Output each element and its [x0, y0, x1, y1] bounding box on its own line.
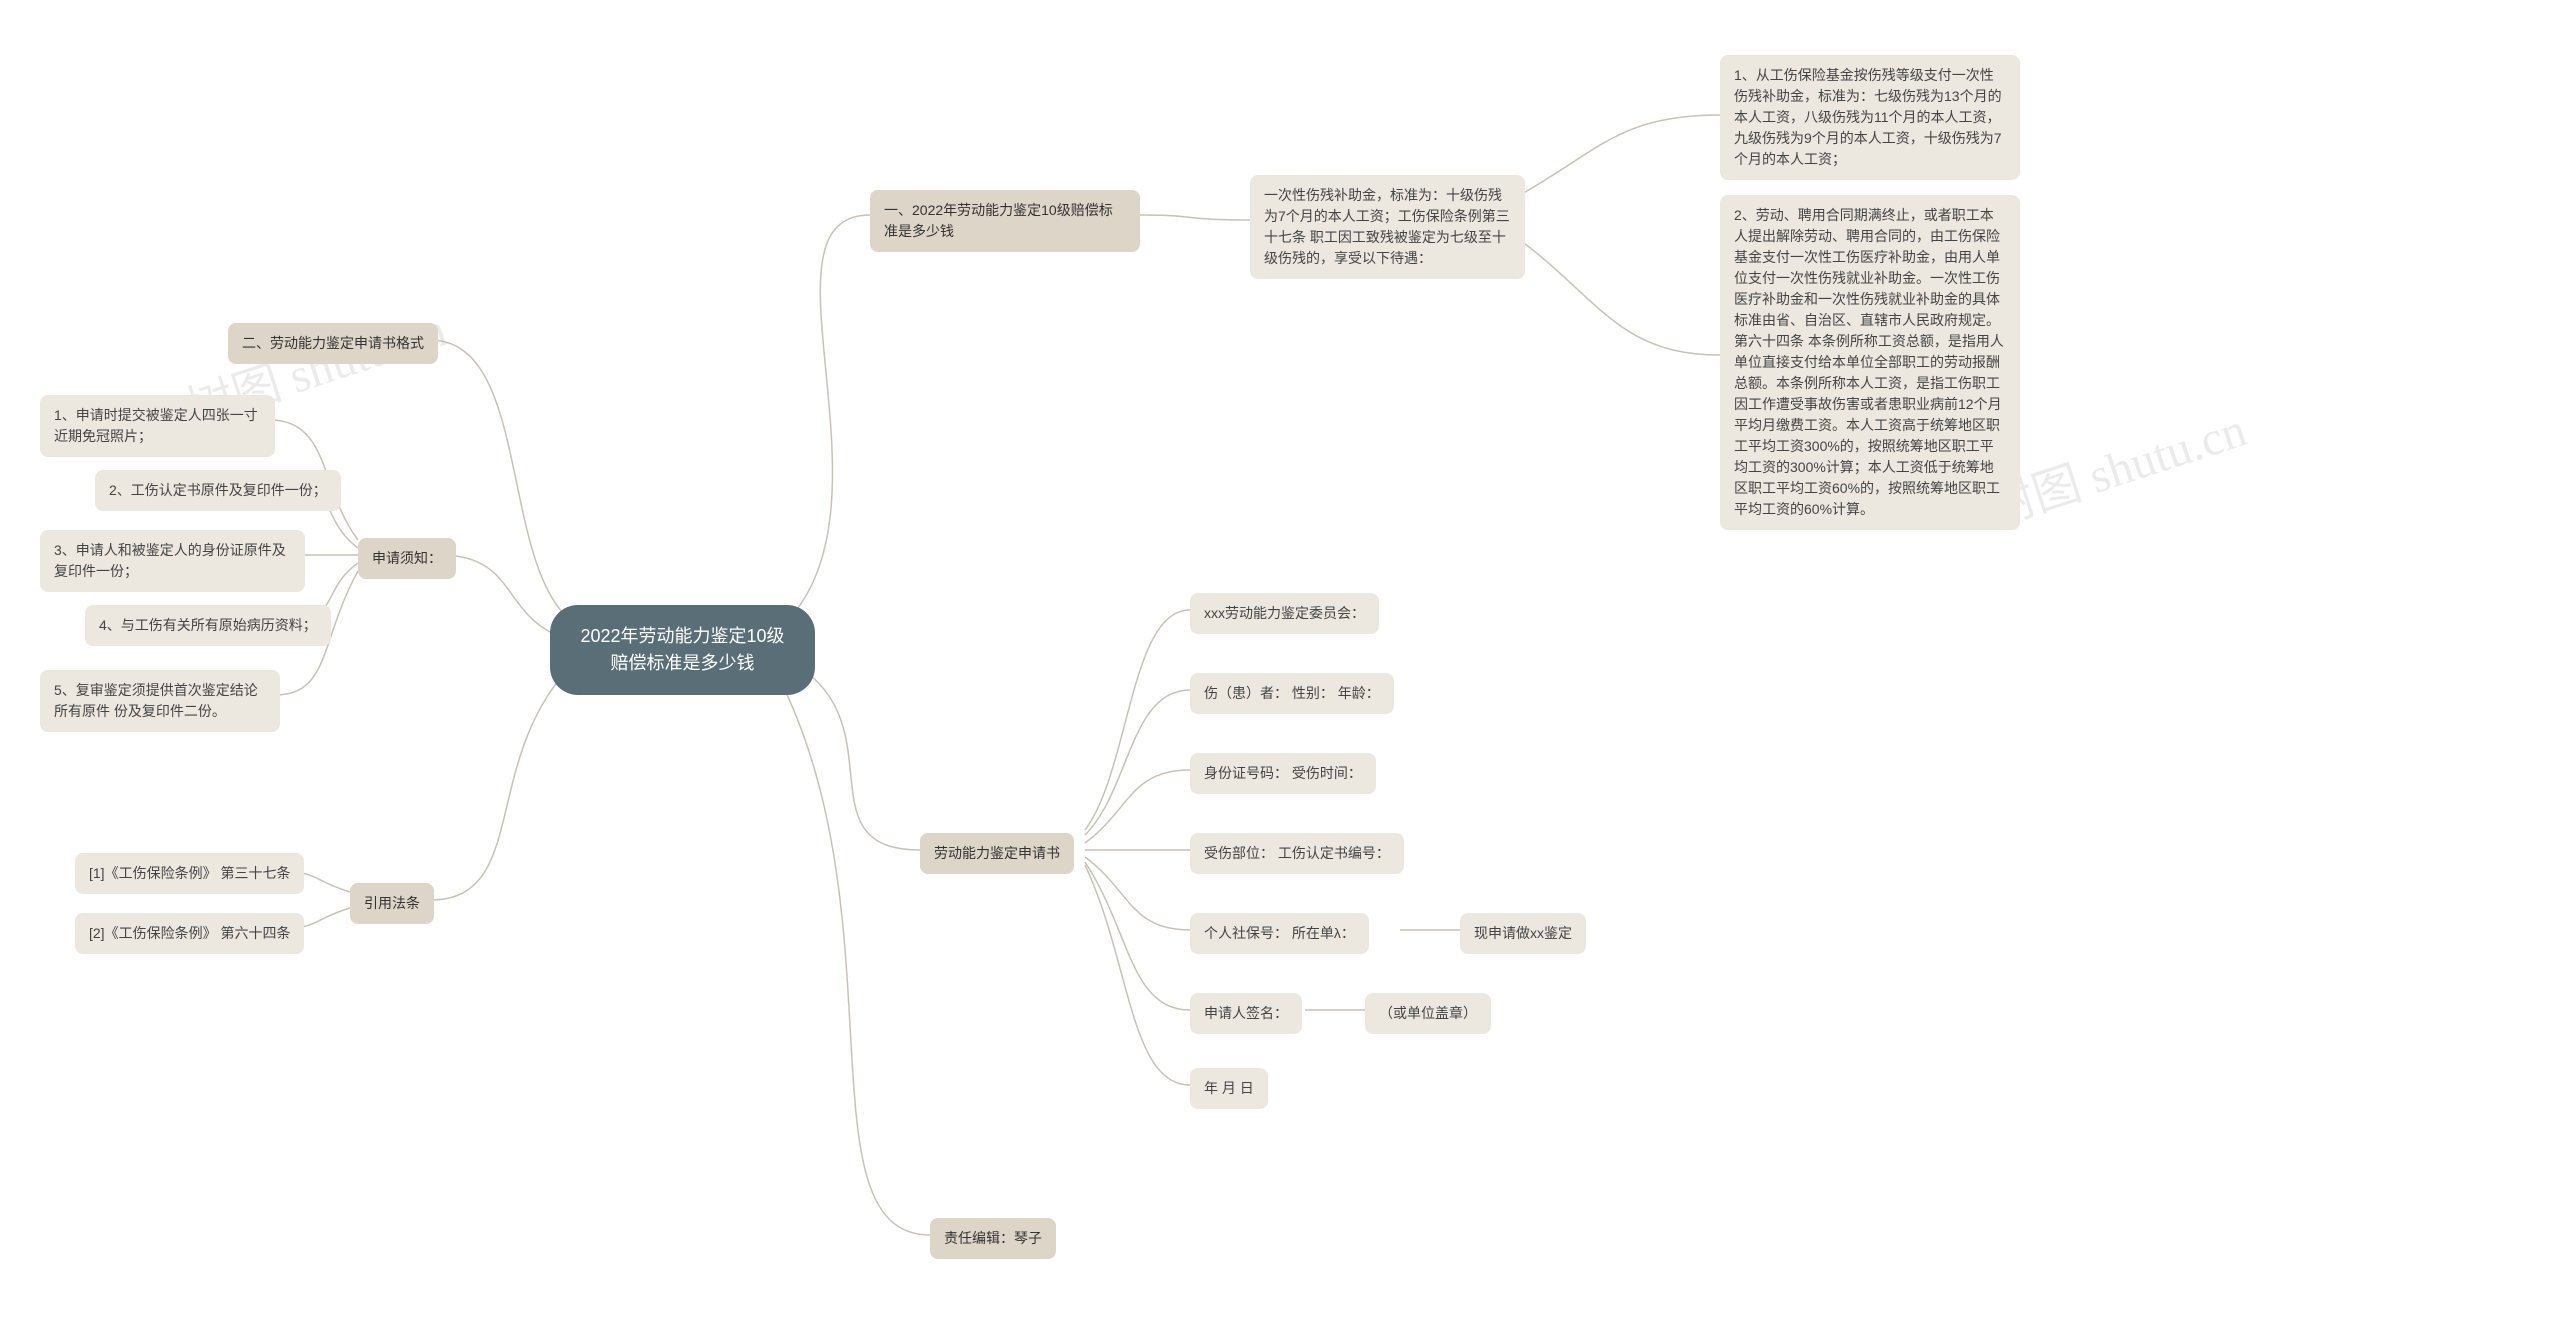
leaf-notice-1: 1、申请时提交被鉴定人四张一寸近期免冠照片； [40, 395, 275, 457]
leaf-section1-item1: 1、从工伤保险基金按伤残等级支付一次性伤残补助金，标准为：七级伤残为13个月的本… [1720, 55, 2020, 180]
leaf-section1-item2: 2、劳动、聘用合同期满终止，或者职工本人提出解除劳动、聘用合同的，由工伤保险基金… [1720, 195, 2020, 530]
leaf-form-patient: 伤（患）者： 性别： 年龄： [1190, 673, 1394, 714]
leaf-form-sign-child: （或单位盖章） [1365, 993, 1491, 1034]
leaf-ref-1: [1]《工伤保险条例》 第三十七条 [75, 853, 304, 894]
branch-application-form: 劳动能力鉴定申请书 [920, 833, 1074, 874]
leaf-notice-4: 4、与工伤有关所有原始病历资料； [85, 605, 331, 646]
leaf-notice-5: 5、复审鉴定须提供首次鉴定结论所有原件 份及复印件二份。 [40, 670, 280, 732]
root-node: 2022年劳动能力鉴定10级赔偿标准是多少钱 [550, 605, 815, 695]
leaf-ref-2: [2]《工伤保险条例》 第六十四条 [75, 913, 304, 954]
leaf-form-date: 年 月 日 [1190, 1068, 1268, 1109]
leaf-form-social-child: 现申请做xx鉴定 [1460, 913, 1586, 954]
leaf-notice-2: 2、工伤认定书原件及复印件一份； [95, 470, 341, 511]
leaf-form-social: 个人社保号： 所在单λ： [1190, 913, 1369, 954]
leaf-form-id: 身份证号码： 受伤时间： [1190, 753, 1376, 794]
leaf-notice-3: 3、申请人和被鉴定人的身份证原件及复印件一份； [40, 530, 305, 592]
leaf-form-part: 受伤部位： 工伤认定书编号： [1190, 833, 1404, 874]
branch-references: 引用法条 [350, 883, 434, 924]
leaf-section1-desc: 一次性伤残补助金，标准为：十级伤残为7个月的本人工资；工伤保险条例第三十七条 职… [1250, 175, 1525, 279]
branch-section-1: 一、2022年劳动能力鉴定10级赔偿标准是多少钱 [870, 190, 1140, 252]
branch-editor: 责任编辑：琴子 [930, 1218, 1056, 1259]
leaf-form-committee: xxx劳动能力鉴定委员会： [1190, 593, 1379, 634]
branch-notice: 申请须知： [358, 538, 456, 579]
branch-section-2: 二、劳动能力鉴定申请书格式 [228, 323, 438, 364]
leaf-form-sign: 申请人签名： [1190, 993, 1302, 1034]
